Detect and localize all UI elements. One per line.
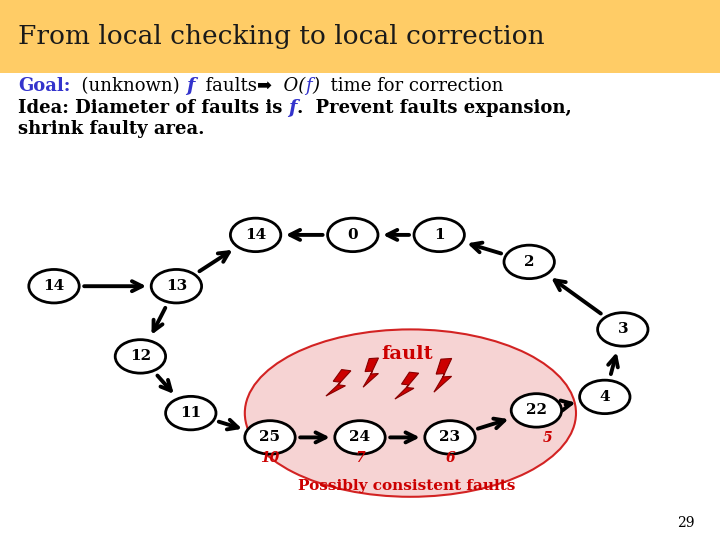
- Ellipse shape: [414, 218, 464, 252]
- Ellipse shape: [598, 313, 648, 346]
- Bar: [0, 0, 720, 73]
- Text: shrink faulty area.: shrink faulty area.: [18, 119, 204, 138]
- Ellipse shape: [511, 394, 562, 427]
- Ellipse shape: [328, 218, 378, 252]
- Text: 0: 0: [348, 228, 358, 242]
- Text: 2: 2: [524, 255, 534, 269]
- Polygon shape: [326, 369, 351, 396]
- Ellipse shape: [580, 380, 630, 414]
- Text: ): ): [312, 77, 319, 96]
- Text: 22: 22: [526, 403, 547, 417]
- Text: 4: 4: [600, 390, 610, 404]
- Text: Possibly consistent faults: Possibly consistent faults: [298, 479, 516, 493]
- Ellipse shape: [115, 340, 166, 373]
- Text: 14: 14: [245, 228, 266, 242]
- Text: 6: 6: [445, 451, 455, 465]
- Text: 3: 3: [618, 322, 628, 336]
- Text: O(: O(: [272, 77, 305, 96]
- Ellipse shape: [504, 245, 554, 279]
- Ellipse shape: [245, 329, 576, 497]
- Polygon shape: [395, 372, 418, 399]
- Text: 7: 7: [355, 451, 365, 465]
- Ellipse shape: [335, 421, 385, 454]
- Text: 10: 10: [261, 451, 279, 465]
- Ellipse shape: [245, 421, 295, 454]
- Text: 13: 13: [166, 279, 187, 293]
- Text: fault: fault: [381, 345, 433, 363]
- Text: 24: 24: [349, 430, 371, 444]
- Text: Goal:: Goal:: [18, 77, 71, 96]
- Ellipse shape: [151, 269, 202, 303]
- Text: f: f: [305, 77, 312, 96]
- Text: f: f: [289, 99, 297, 117]
- Text: 1: 1: [434, 228, 444, 242]
- Text: Idea: Diameter of faults is: Idea: Diameter of faults is: [18, 99, 289, 117]
- Polygon shape: [434, 359, 451, 392]
- Text: 29: 29: [678, 516, 695, 530]
- Text: 5: 5: [542, 431, 552, 446]
- Text: 11: 11: [180, 406, 202, 420]
- Ellipse shape: [166, 396, 216, 430]
- Text: time for correction: time for correction: [319, 77, 503, 96]
- Ellipse shape: [230, 218, 281, 252]
- Text: 12: 12: [130, 349, 151, 363]
- Text: f: f: [186, 77, 194, 96]
- Text: Prevent faults expansion,: Prevent faults expansion,: [303, 99, 572, 117]
- Text: ➡: ➡: [257, 77, 272, 96]
- Text: .: .: [297, 99, 303, 117]
- Text: (unknown): (unknown): [71, 77, 186, 96]
- Ellipse shape: [29, 269, 79, 303]
- Text: From local checking to local correction: From local checking to local correction: [18, 24, 544, 49]
- Text: 23: 23: [439, 430, 461, 444]
- Text: 25: 25: [259, 430, 281, 444]
- Text: faults: faults: [194, 77, 257, 96]
- Text: 14: 14: [43, 279, 65, 293]
- Polygon shape: [363, 358, 379, 387]
- Ellipse shape: [425, 421, 475, 454]
